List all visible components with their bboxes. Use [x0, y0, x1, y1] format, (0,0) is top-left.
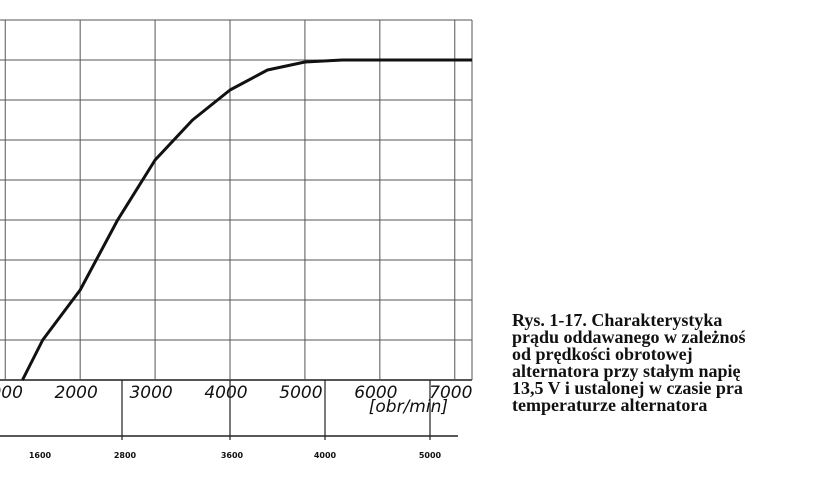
line [21, 58, 472, 381]
x-axis-label: [obr/min] [369, 397, 448, 417]
caption-line: temperaturze alternatora [512, 395, 707, 415]
x-tick-label: 4000 [204, 383, 247, 403]
x-tick-label: 3000 [129, 383, 172, 403]
secondary-tick-label: 5000 [419, 451, 442, 460]
caption-line: 13,5 V i ustalonej w czasie pra [512, 378, 743, 398]
secondary-tick-label: 1600 [29, 451, 52, 460]
caption-line: alternatora przy stałym napię [512, 361, 740, 381]
x-tick-label: 7000 [429, 383, 472, 403]
caption-line: prądu oddawanego w zależnoś [512, 327, 746, 347]
secondary-tick-label: 2800 [114, 451, 137, 460]
x-tick-label: 2000 [55, 383, 98, 403]
x-tick-label: 6000 [354, 383, 397, 403]
caption-line: od prędkości obrotowej [512, 344, 693, 364]
x-tick-label: 5000 [279, 383, 322, 403]
secondary-tick-label: 3600 [221, 451, 244, 460]
secondary-tick-label: 4000 [314, 451, 337, 460]
caption-line: Rys. 1-17. Charakterystyka [512, 310, 722, 330]
x-tick-label: 1000 [0, 383, 23, 403]
